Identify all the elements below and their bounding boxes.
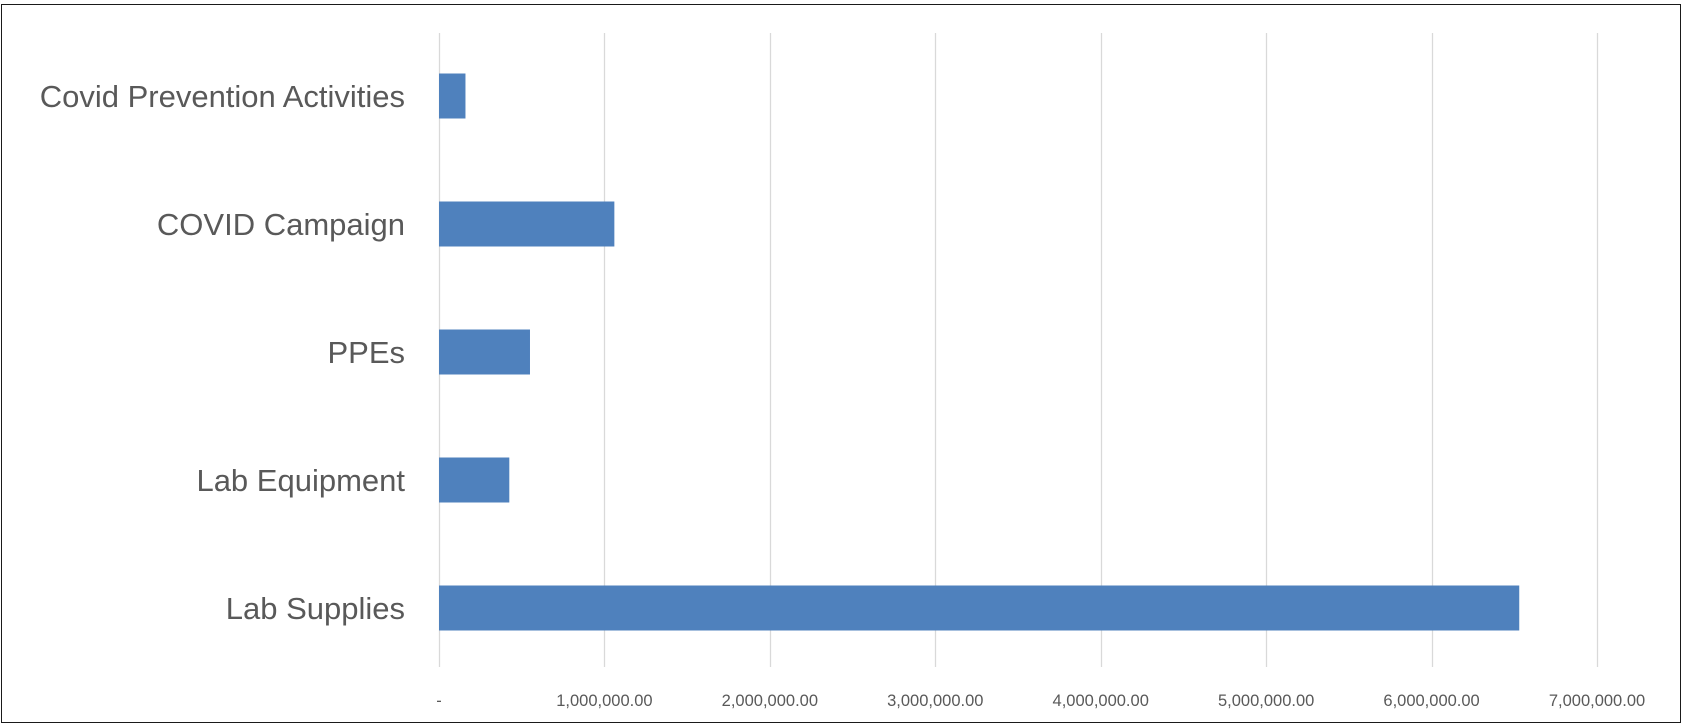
x-tick-label: 4,000,000.00 bbox=[1053, 692, 1149, 710]
bar bbox=[439, 201, 615, 247]
gridlines bbox=[438, 33, 1599, 667]
bar bbox=[439, 329, 530, 375]
bar bbox=[439, 457, 510, 503]
category-label: Lab Supplies bbox=[226, 591, 405, 626]
x-tick-label: - bbox=[436, 692, 442, 710]
category-label: Lab Equipment bbox=[196, 463, 405, 498]
category-label: Covid Prevention Activities bbox=[40, 79, 405, 114]
x-tick-label: 7,000,000.00 bbox=[1549, 692, 1645, 710]
bar bbox=[439, 585, 1520, 631]
x-tick-labels: - 1,000,000.00 2,000,000.00 3,000,000.00 4,0… bbox=[436, 692, 1645, 710]
category-label: PPEs bbox=[327, 335, 405, 370]
x-tick-label: 6,000,000.00 bbox=[1383, 692, 1479, 710]
bars bbox=[439, 73, 1520, 631]
x-tick-label: 3,000,000.00 bbox=[887, 692, 983, 710]
bar bbox=[439, 73, 466, 119]
category-labels: Covid Prevention Activities COVID Campaig… bbox=[40, 79, 406, 626]
x-tick-label: 2,000,000.00 bbox=[722, 692, 818, 710]
x-tick-label: 5,000,000.00 bbox=[1218, 692, 1314, 710]
x-tick-label: 1,000,000.00 bbox=[556, 692, 652, 710]
category-label: COVID Campaign bbox=[157, 207, 405, 242]
